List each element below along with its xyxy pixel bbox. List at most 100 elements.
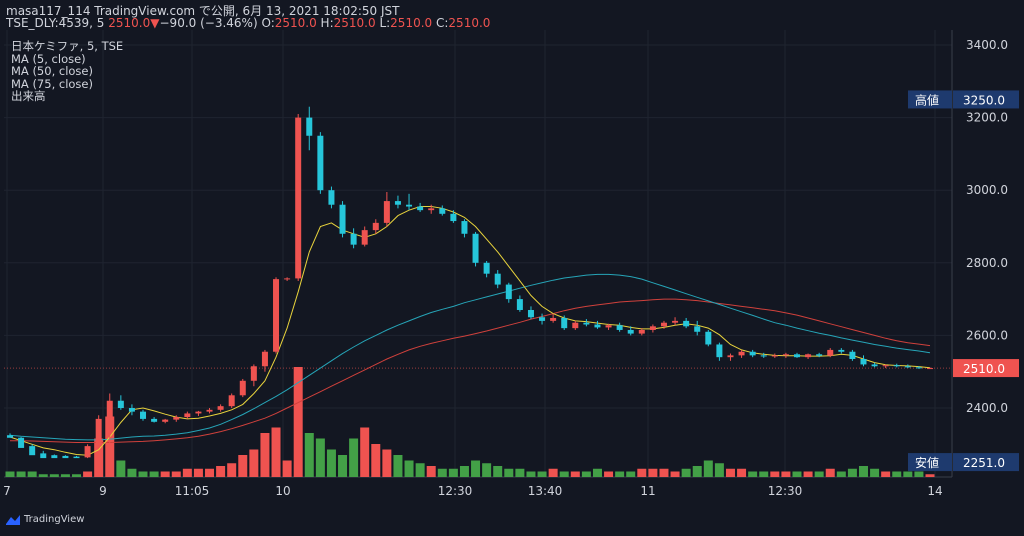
price-tick-label: 3200.0	[966, 111, 1008, 125]
volume-bar	[825, 468, 835, 477]
o-label: O:	[257, 16, 275, 30]
volume-bar	[714, 463, 724, 477]
candle-body	[915, 367, 922, 369]
candle-body	[140, 411, 147, 419]
volume-bar	[426, 466, 436, 477]
volume-bar	[216, 466, 226, 477]
volume-bar	[637, 468, 647, 477]
volume-bar	[205, 468, 215, 477]
candle-body	[860, 358, 867, 365]
candle-body	[328, 190, 335, 205]
volume-bar	[548, 468, 558, 477]
volume-bar	[759, 471, 769, 477]
price-tick-label: 3000.0	[966, 183, 1008, 197]
low-badge-label-bg	[908, 453, 952, 472]
volume-bar	[626, 471, 636, 477]
candle-body	[284, 278, 291, 280]
volume-bar	[5, 471, 15, 477]
brand-label: TradingView	[24, 514, 85, 525]
volume-bar	[127, 468, 137, 477]
candle-body	[394, 201, 401, 205]
volume-bar	[681, 468, 691, 477]
candle-body	[583, 322, 590, 325]
price-tick-label: 3400.0	[966, 38, 1008, 52]
candle-body	[816, 354, 823, 356]
volume-bar	[304, 433, 314, 477]
price-change: −90.0 (−3.46%)	[159, 16, 258, 30]
volume-bar	[482, 463, 492, 477]
time-tick-label: 11	[640, 484, 655, 498]
volume-bar	[881, 471, 891, 477]
price-tick-label: 2600.0	[966, 328, 1008, 342]
volume-bar	[471, 460, 481, 477]
time-tick-label: 12:30	[438, 484, 473, 498]
candle-body	[306, 117, 313, 136]
high-badge-value-bg	[953, 90, 1019, 109]
volume-bar	[847, 468, 857, 477]
time-tick-label: 9	[99, 484, 107, 498]
volume-bar	[814, 471, 824, 477]
volume-bar	[437, 468, 447, 477]
candle-body	[782, 354, 789, 356]
candle-body	[450, 213, 457, 222]
ma-lines	[9, 206, 931, 456]
h-label: H:	[316, 16, 334, 30]
candle-body	[550, 317, 557, 321]
candle-body	[539, 317, 546, 321]
volume-bar	[703, 460, 713, 477]
ma75-line	[10, 298, 931, 443]
candle-body	[771, 355, 778, 357]
candle-body	[217, 406, 224, 410]
candle-body	[483, 262, 490, 274]
legend-volume[interactable]: 出来高	[11, 89, 46, 103]
volume-bar	[581, 471, 591, 477]
volume-bar	[892, 471, 902, 477]
candle-body	[827, 349, 834, 356]
candle-body	[716, 344, 723, 358]
grid-lines	[4, 30, 953, 478]
volume-bar	[338, 455, 348, 477]
candle-body	[361, 230, 368, 245]
volume-bar	[38, 474, 48, 477]
candle-body	[239, 380, 246, 396]
high-badge-label: 高値	[915, 92, 939, 107]
volume-bar	[515, 468, 525, 477]
candle-body	[738, 351, 745, 356]
candle-body	[727, 355, 734, 358]
candle-body	[616, 325, 623, 330]
volume-bar	[249, 449, 259, 477]
candle-body	[660, 322, 667, 327]
volume-bar	[903, 471, 913, 477]
legend-ma50[interactable]: MA (50, close)	[11, 64, 93, 78]
volume-bar	[415, 463, 425, 477]
volume-bar	[393, 455, 403, 477]
volume-bar	[526, 471, 536, 477]
candle-body	[206, 409, 213, 412]
volume-bar	[737, 468, 747, 477]
legend-title[interactable]: 日本ケミファ, 5, TSE	[11, 39, 124, 53]
tradingview-logo: TradingView	[6, 514, 84, 525]
volume-bar	[315, 438, 325, 477]
legend-ma5[interactable]: MA (5, close)	[11, 51, 86, 66]
candle-body	[406, 204, 413, 207]
time-tick-label: 10	[275, 484, 290, 498]
c-label: C:	[432, 16, 449, 30]
ma50-line	[9, 273, 931, 441]
candle-body	[18, 437, 25, 448]
candle-body	[605, 325, 612, 328]
candlesticks	[7, 106, 933, 459]
candle-body	[805, 354, 812, 358]
candle-body	[62, 455, 69, 459]
volume-bar	[493, 466, 503, 477]
published-info: masa117_114 TradingView.com で公開, 6月 13, …	[6, 4, 400, 18]
volume-bar	[559, 471, 569, 477]
volume-bar	[60, 474, 70, 477]
candle-body	[461, 221, 468, 234]
legend-ma75[interactable]: MA (75, close)	[11, 76, 93, 91]
volume-bar	[914, 471, 924, 477]
candle-body	[250, 366, 257, 381]
volume-bar	[604, 471, 614, 477]
candle-body	[904, 366, 911, 368]
candle-body	[40, 453, 47, 459]
